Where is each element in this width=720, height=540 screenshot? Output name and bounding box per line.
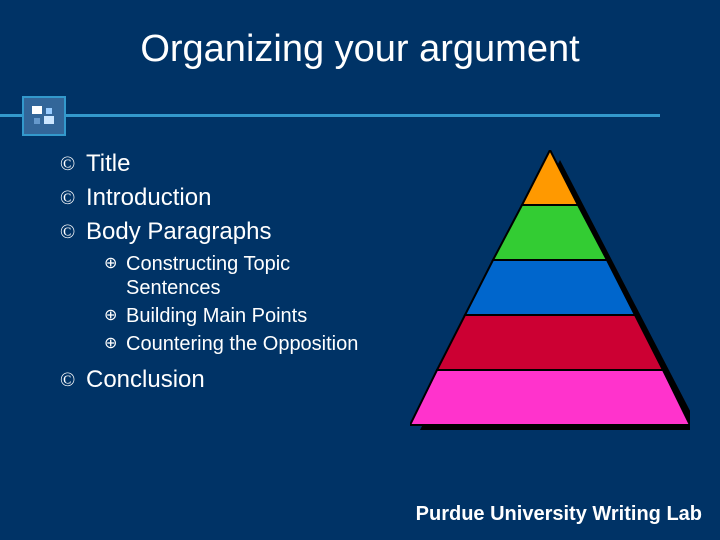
list-item-text: Title <box>86 150 130 178</box>
list-item: ©Conclusion <box>60 366 420 394</box>
list-item-text: Introduction <box>86 184 211 212</box>
sub-list-item-text: Countering the Opposition <box>126 332 358 356</box>
sub-list-item: ⊕Building Main Points <box>104 304 420 328</box>
sub-list-item-text: Constructing Topic Sentences <box>126 252 386 300</box>
bullet-glyph: ⊕ <box>104 332 126 356</box>
logo-square <box>32 106 42 114</box>
logo-square <box>46 108 52 114</box>
rule-line <box>0 114 660 117</box>
pyramid-layer-3 <box>437 315 663 370</box>
pyramid-layer-4 <box>410 370 690 425</box>
sub-list-item: ⊕Constructing Topic Sentences <box>104 252 420 300</box>
list-item: ©Body Paragraphs <box>60 218 420 246</box>
list-item: ©Title <box>60 150 420 178</box>
pyramid-layer-2 <box>465 260 635 315</box>
bullet-glyph: © <box>60 366 86 394</box>
logo-icon <box>22 96 66 136</box>
footer-text: Purdue University Writing Lab <box>416 503 702 526</box>
list-item-text: Body Paragraphs <box>86 218 271 246</box>
list-item-text: Conclusion <box>86 366 205 394</box>
bullet-glyph: ⊕ <box>104 304 126 328</box>
bullet-glyph: ⊕ <box>104 252 126 276</box>
slide-title: Organizing your argument <box>0 0 720 71</box>
logo-square <box>34 118 40 124</box>
bullet-list: ©Title©Introduction©Body Paragraphs ⊕Con… <box>60 150 420 400</box>
pyramid-layer-1 <box>493 205 607 260</box>
sub-list-item: ⊕Countering the Opposition <box>104 332 420 356</box>
logo-square <box>44 116 54 124</box>
title-rule <box>0 96 720 136</box>
list-item: ©Introduction <box>60 184 420 212</box>
bullet-glyph: © <box>60 150 86 178</box>
bullet-glyph: © <box>60 218 86 246</box>
pyramid-layer-0 <box>522 150 578 205</box>
pyramid-graphic <box>410 150 690 430</box>
bullet-glyph: © <box>60 184 86 212</box>
sub-list-item-text: Building Main Points <box>126 304 307 328</box>
